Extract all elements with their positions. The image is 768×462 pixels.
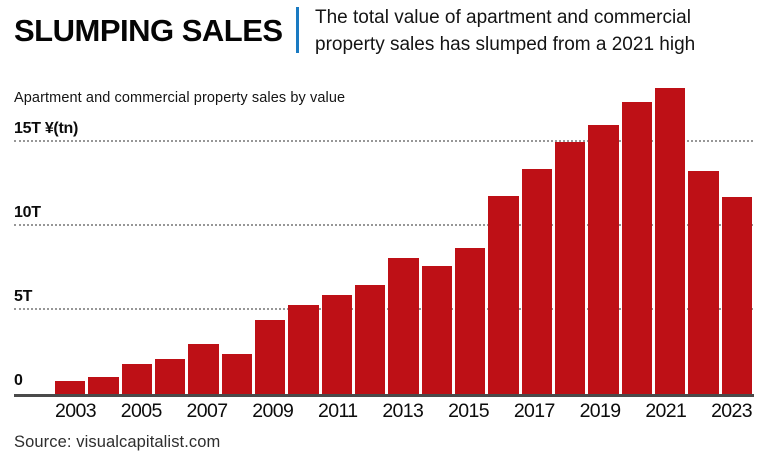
bar-2006 <box>154 358 186 394</box>
bar-2017 <box>521 168 552 394</box>
x-tick-cell-2020 <box>624 400 643 423</box>
bar-2021 <box>654 88 686 394</box>
gridline-10T <box>14 224 753 226</box>
x-tick-cell-2005: 2005 <box>120 400 163 423</box>
x-tick-cell-2011: 2011 <box>318 400 358 423</box>
y-axis-label-5T: 5T <box>14 288 33 305</box>
bar-2018 <box>554 142 586 394</box>
bar-2010 <box>288 304 319 394</box>
gridline-15T <box>14 140 753 142</box>
bar-2014 <box>421 266 452 394</box>
y-axis-label-0T: 0 <box>14 372 23 389</box>
x-axis-label-2009: 2009 <box>252 400 294 422</box>
bar-2023 <box>721 197 752 394</box>
source-attribution: Source: visualcapitalist.com <box>14 433 221 451</box>
x-tick-cell-2006 <box>165 400 184 423</box>
x-axis-label-2005: 2005 <box>120 400 163 422</box>
x-tick-cell-2004 <box>99 400 118 423</box>
x-tick-cell-2009: 2009 <box>252 400 294 423</box>
x-axis-label-2015: 2015 <box>448 400 490 422</box>
x-axis-label-2021: 2021 <box>645 400 687 422</box>
x-axis-labels: 2003 2005 2007 2009 2011 2013 2015 2017 2019 2021… <box>55 400 753 423</box>
x-tick-cell-2018 <box>558 400 577 423</box>
x-tick-cell-2016 <box>492 400 511 423</box>
x-axis-label-2023: 2023 <box>711 400 753 422</box>
header-subtitle: The total value of apartment and commerc… <box>315 7 696 55</box>
header-divider <box>296 7 299 53</box>
bar-2007 <box>188 343 219 394</box>
bar-2015 <box>454 247 486 394</box>
x-tick-cell-2008 <box>230 400 249 423</box>
x-axis-label-2011: 2011 <box>318 400 358 422</box>
bar-2016 <box>488 195 519 394</box>
bar-2003 <box>55 380 86 394</box>
bar-2008 <box>221 353 252 394</box>
bar-2019 <box>588 125 619 394</box>
chart-title: Apartment and commercial property sales … <box>14 90 346 106</box>
x-tick-cell-2013: 2013 <box>382 400 424 423</box>
x-axis-label-2019: 2019 <box>579 400 622 422</box>
x-tick-cell-2003: 2003 <box>55 400 97 423</box>
x-axis-label-2003: 2003 <box>55 400 97 422</box>
x-tick-cell-2023: 2023 <box>711 400 753 423</box>
bar-2012 <box>354 284 386 394</box>
y-axis-label-10T: 10T <box>14 204 41 221</box>
bar-2022 <box>688 170 719 394</box>
x-tick-cell-2010 <box>296 400 315 423</box>
y-axis-label-15T: 15T ¥(tn) <box>14 120 78 137</box>
x-tick-cell-2019: 2019 <box>579 400 622 423</box>
x-tick-cell-2007: 2007 <box>186 400 229 423</box>
x-tick-cell-2021: 2021 <box>645 400 687 423</box>
x-axis-line <box>14 394 754 397</box>
page-title: SLUMPING SALES <box>14 13 283 48</box>
x-axis-label-2017: 2017 <box>513 400 556 422</box>
bar-2005 <box>121 363 152 394</box>
bar-2013 <box>388 257 419 394</box>
x-tick-cell-2017: 2017 <box>513 400 556 423</box>
x-axis-label-2007: 2007 <box>186 400 229 422</box>
x-tick-cell-2014 <box>426 400 445 423</box>
bars-container <box>55 64 752 394</box>
x-axis-label-2013: 2013 <box>382 400 424 422</box>
bar-2009 <box>254 320 286 394</box>
bar-2011 <box>321 294 352 394</box>
x-tick-cell-2022 <box>689 400 708 423</box>
bar-2020 <box>621 101 652 394</box>
bar-2004 <box>88 377 119 394</box>
x-tick-cell-2012 <box>361 400 380 423</box>
x-tick-cell-2015: 2015 <box>448 400 490 423</box>
